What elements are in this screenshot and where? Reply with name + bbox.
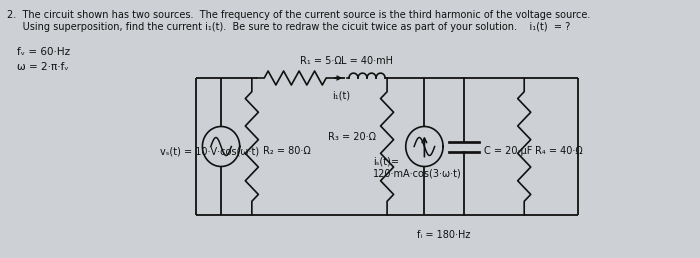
Text: fᵥ = 60·Hz: fᵥ = 60·Hz: [17, 47, 70, 57]
Text: 120·mA·cos(3·ω·t): 120·mA·cos(3·ω·t): [373, 168, 462, 179]
Text: Using superposition, find the current i₁(t).  Be sure to redraw the cicuit twice: Using superposition, find the current i₁…: [8, 22, 570, 32]
Text: R₁ = 5·Ω: R₁ = 5·Ω: [300, 56, 342, 66]
Text: i₁(t): i₁(t): [332, 91, 351, 101]
Text: iₛ(t)=: iₛ(t)=: [373, 157, 399, 166]
Text: fᵢ = 180·Hz: fᵢ = 180·Hz: [417, 230, 470, 240]
Text: R₂ = 80·Ω: R₂ = 80·Ω: [263, 147, 311, 157]
Text: C = 20·μF: C = 20·μF: [484, 147, 533, 157]
Text: 2.  The circuit shown has two sources.  The frequency of the current source is t: 2. The circuit shown has two sources. Th…: [8, 10, 591, 20]
Text: R₄ = 40·Ω: R₄ = 40·Ω: [536, 147, 583, 157]
Text: R₃ = 20·Ω: R₃ = 20·Ω: [328, 132, 376, 141]
Text: ω = 2·π·fᵥ: ω = 2·π·fᵥ: [17, 62, 69, 72]
Text: L = 40·mH: L = 40·mH: [341, 56, 393, 66]
Text: vₛ(t) = 10·V·cos(ω·t): vₛ(t) = 10·V·cos(ω·t): [160, 147, 260, 157]
